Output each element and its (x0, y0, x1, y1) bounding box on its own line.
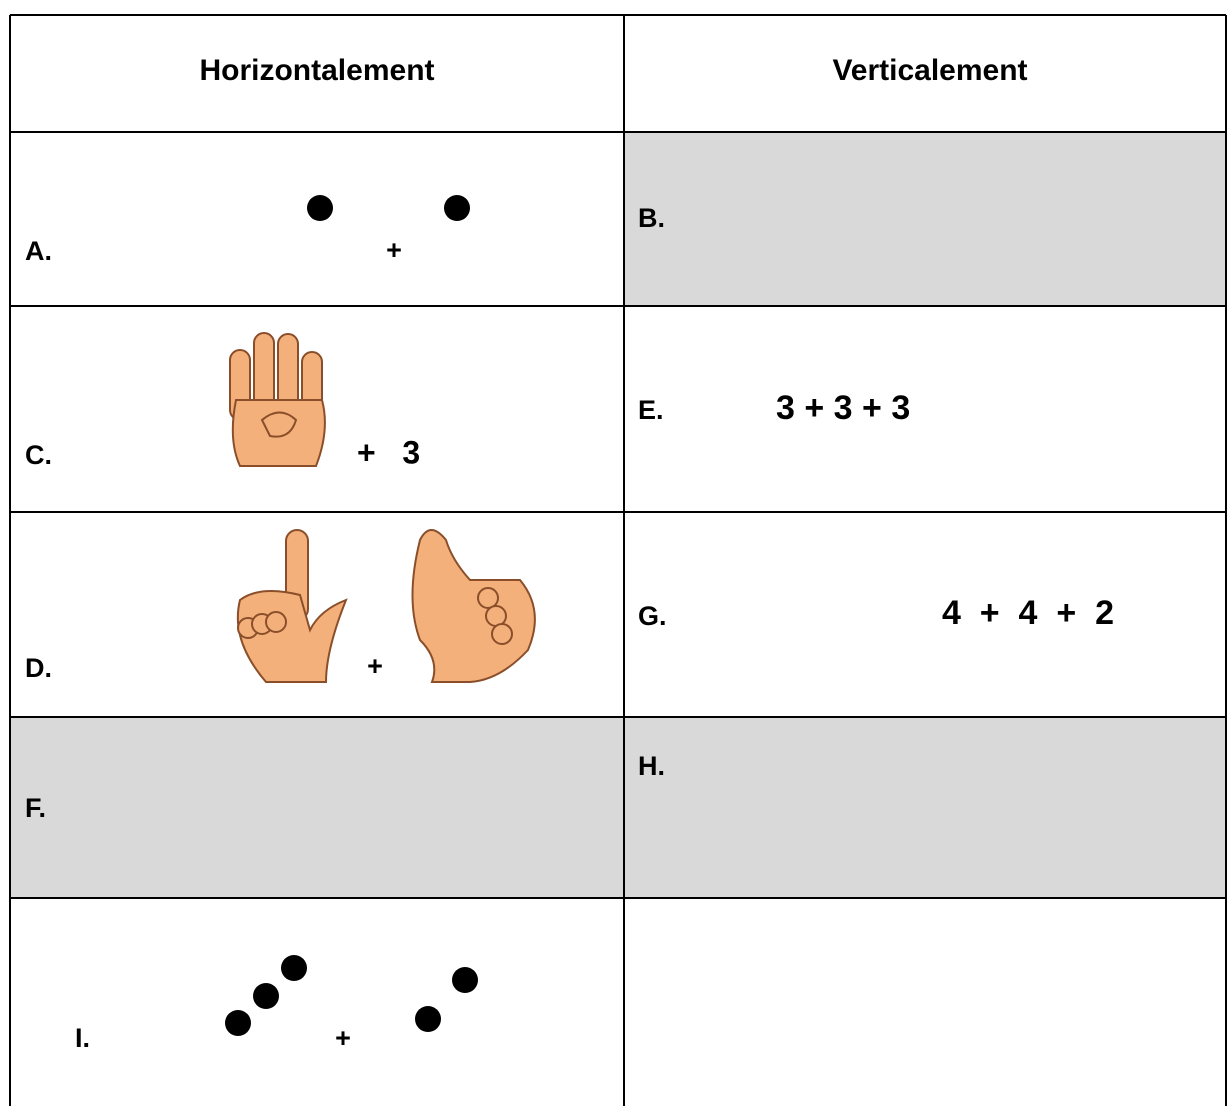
cell-label: D. (25, 653, 52, 683)
dot (253, 983, 279, 1009)
dot (307, 195, 333, 221)
dot (225, 1010, 251, 1036)
dot (415, 1006, 441, 1032)
hand-thumb-up (411, 529, 536, 683)
shaded-row (11, 718, 1226, 898)
cell-expression: + (335, 1023, 351, 1053)
dot (281, 955, 307, 981)
cell-label: H. (638, 751, 665, 781)
cell-expression: + (367, 651, 383, 681)
dot (452, 967, 478, 993)
header-cell: Verticalement (832, 54, 1027, 87)
cell-label: C. (25, 440, 52, 470)
cell-expression: + 3 (357, 434, 420, 470)
hand-one-finger (236, 529, 348, 683)
cell-label: A. (25, 236, 52, 266)
cell-expression: 4 + 4 + 2 (942, 594, 1114, 632)
shaded-cell (625, 133, 1226, 306)
cell-label: F. (25, 793, 46, 823)
cell-expression: 3 + 3 + 3 (776, 389, 910, 427)
cell-label: G. (638, 601, 667, 631)
cell-label: E. (638, 395, 664, 425)
cell-label: I. (75, 1023, 90, 1053)
hand-four-fingers (229, 332, 326, 467)
dot (444, 195, 470, 221)
cell-expression: + (386, 235, 402, 265)
cell-label: B. (638, 203, 665, 233)
header-cell: Horizontalement (199, 54, 434, 87)
table-grid (9, 14, 1227, 1106)
